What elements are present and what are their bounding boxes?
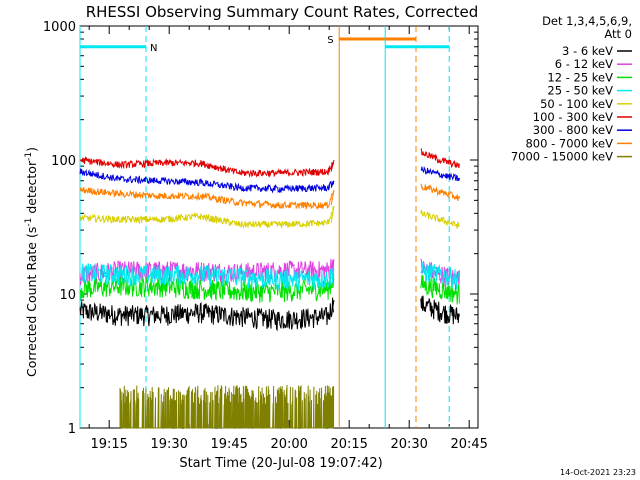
x-tick-label: 19:30 — [150, 437, 187, 452]
series-line — [420, 209, 460, 229]
series-line — [420, 147, 460, 169]
y-axis-label-exp1: -1 — [24, 218, 34, 227]
series-line — [79, 168, 335, 194]
legend-label: 25 - 50 keV — [547, 84, 613, 98]
y-tick-label: 1000 — [43, 20, 76, 35]
series-spike — [330, 206, 335, 223]
x-tick-label: 20:00 — [270, 437, 307, 452]
legend-label: 300 - 800 keV — [533, 123, 613, 137]
series-line — [420, 183, 460, 201]
ylabel-group: Corrected Count Rate (s-1 detector-1) — [24, 147, 39, 377]
legend-label: 3 - 6 keV — [562, 44, 613, 58]
legend-header-line: Att 0 — [604, 27, 632, 41]
marker-label: N — [150, 43, 157, 54]
x-tick-label: 20:30 — [390, 437, 427, 452]
series-line — [79, 156, 335, 178]
series-spike — [330, 270, 335, 279]
legend-label: 7000 - 15000 keV — [511, 150, 613, 164]
legend-label: 100 - 300 keV — [533, 110, 613, 124]
y-axis-label-exp2: -1 — [24, 152, 34, 161]
series-spike — [330, 278, 335, 289]
plot-area: 1 10 100 1000 19:15 19:30 19:45 20:00 20:15 20:30… — [43, 20, 488, 452]
series-spike — [330, 180, 335, 189]
legend-label: 50 - 100 keV — [540, 97, 613, 111]
svg-text:Corrected Count Rate (s-1 dete: Corrected Count Rate (s-1 detector-1) — [24, 147, 39, 377]
timestamp: 14-Oct-2021 23:23 — [560, 468, 636, 477]
x-tick-label: 19:15 — [90, 437, 127, 452]
series-line — [420, 274, 460, 305]
y-tick-label: 100 — [51, 154, 76, 169]
x-tick-label: 20:15 — [330, 437, 367, 452]
series-spike — [330, 300, 335, 317]
y-tick-label: 10 — [59, 288, 76, 303]
legend-label: 6 - 12 keV — [555, 57, 613, 71]
legend-header-line: Det 1,3,4,5,6,9, — [542, 14, 632, 28]
series-spike — [330, 189, 335, 206]
y-axis-label-end: ) — [24, 147, 39, 152]
y-tick-label: 1 — [68, 422, 76, 437]
x-tick-label: 19:45 — [210, 437, 247, 452]
x-tick-label: 20:45 — [450, 437, 487, 452]
series-line — [79, 297, 335, 332]
series-line — [420, 295, 460, 325]
marker-label: S — [327, 35, 333, 46]
legend-header: Det 1,3,4,5,6,9,Att 0 — [542, 14, 632, 41]
y-axis-label-main: Corrected Count Rate (s — [24, 227, 39, 377]
series-line — [420, 165, 460, 182]
series-line — [420, 261, 460, 290]
series-line — [79, 263, 335, 291]
series-line — [79, 186, 335, 211]
y-axis-label-mid: detector — [24, 160, 39, 218]
axes-frame — [79, 25, 479, 429]
x-axis-label: Start Time (20-Jul-08 19:07:42) — [179, 456, 382, 471]
chart-title: RHESSI Observing Summary Count Rates, Co… — [86, 3, 479, 21]
legend-label: 12 - 25 keV — [547, 70, 613, 84]
series-line — [119, 384, 335, 429]
legend-label: 800 - 7000 keV — [525, 136, 613, 150]
series-spike — [330, 159, 335, 172]
series-line — [79, 205, 335, 229]
